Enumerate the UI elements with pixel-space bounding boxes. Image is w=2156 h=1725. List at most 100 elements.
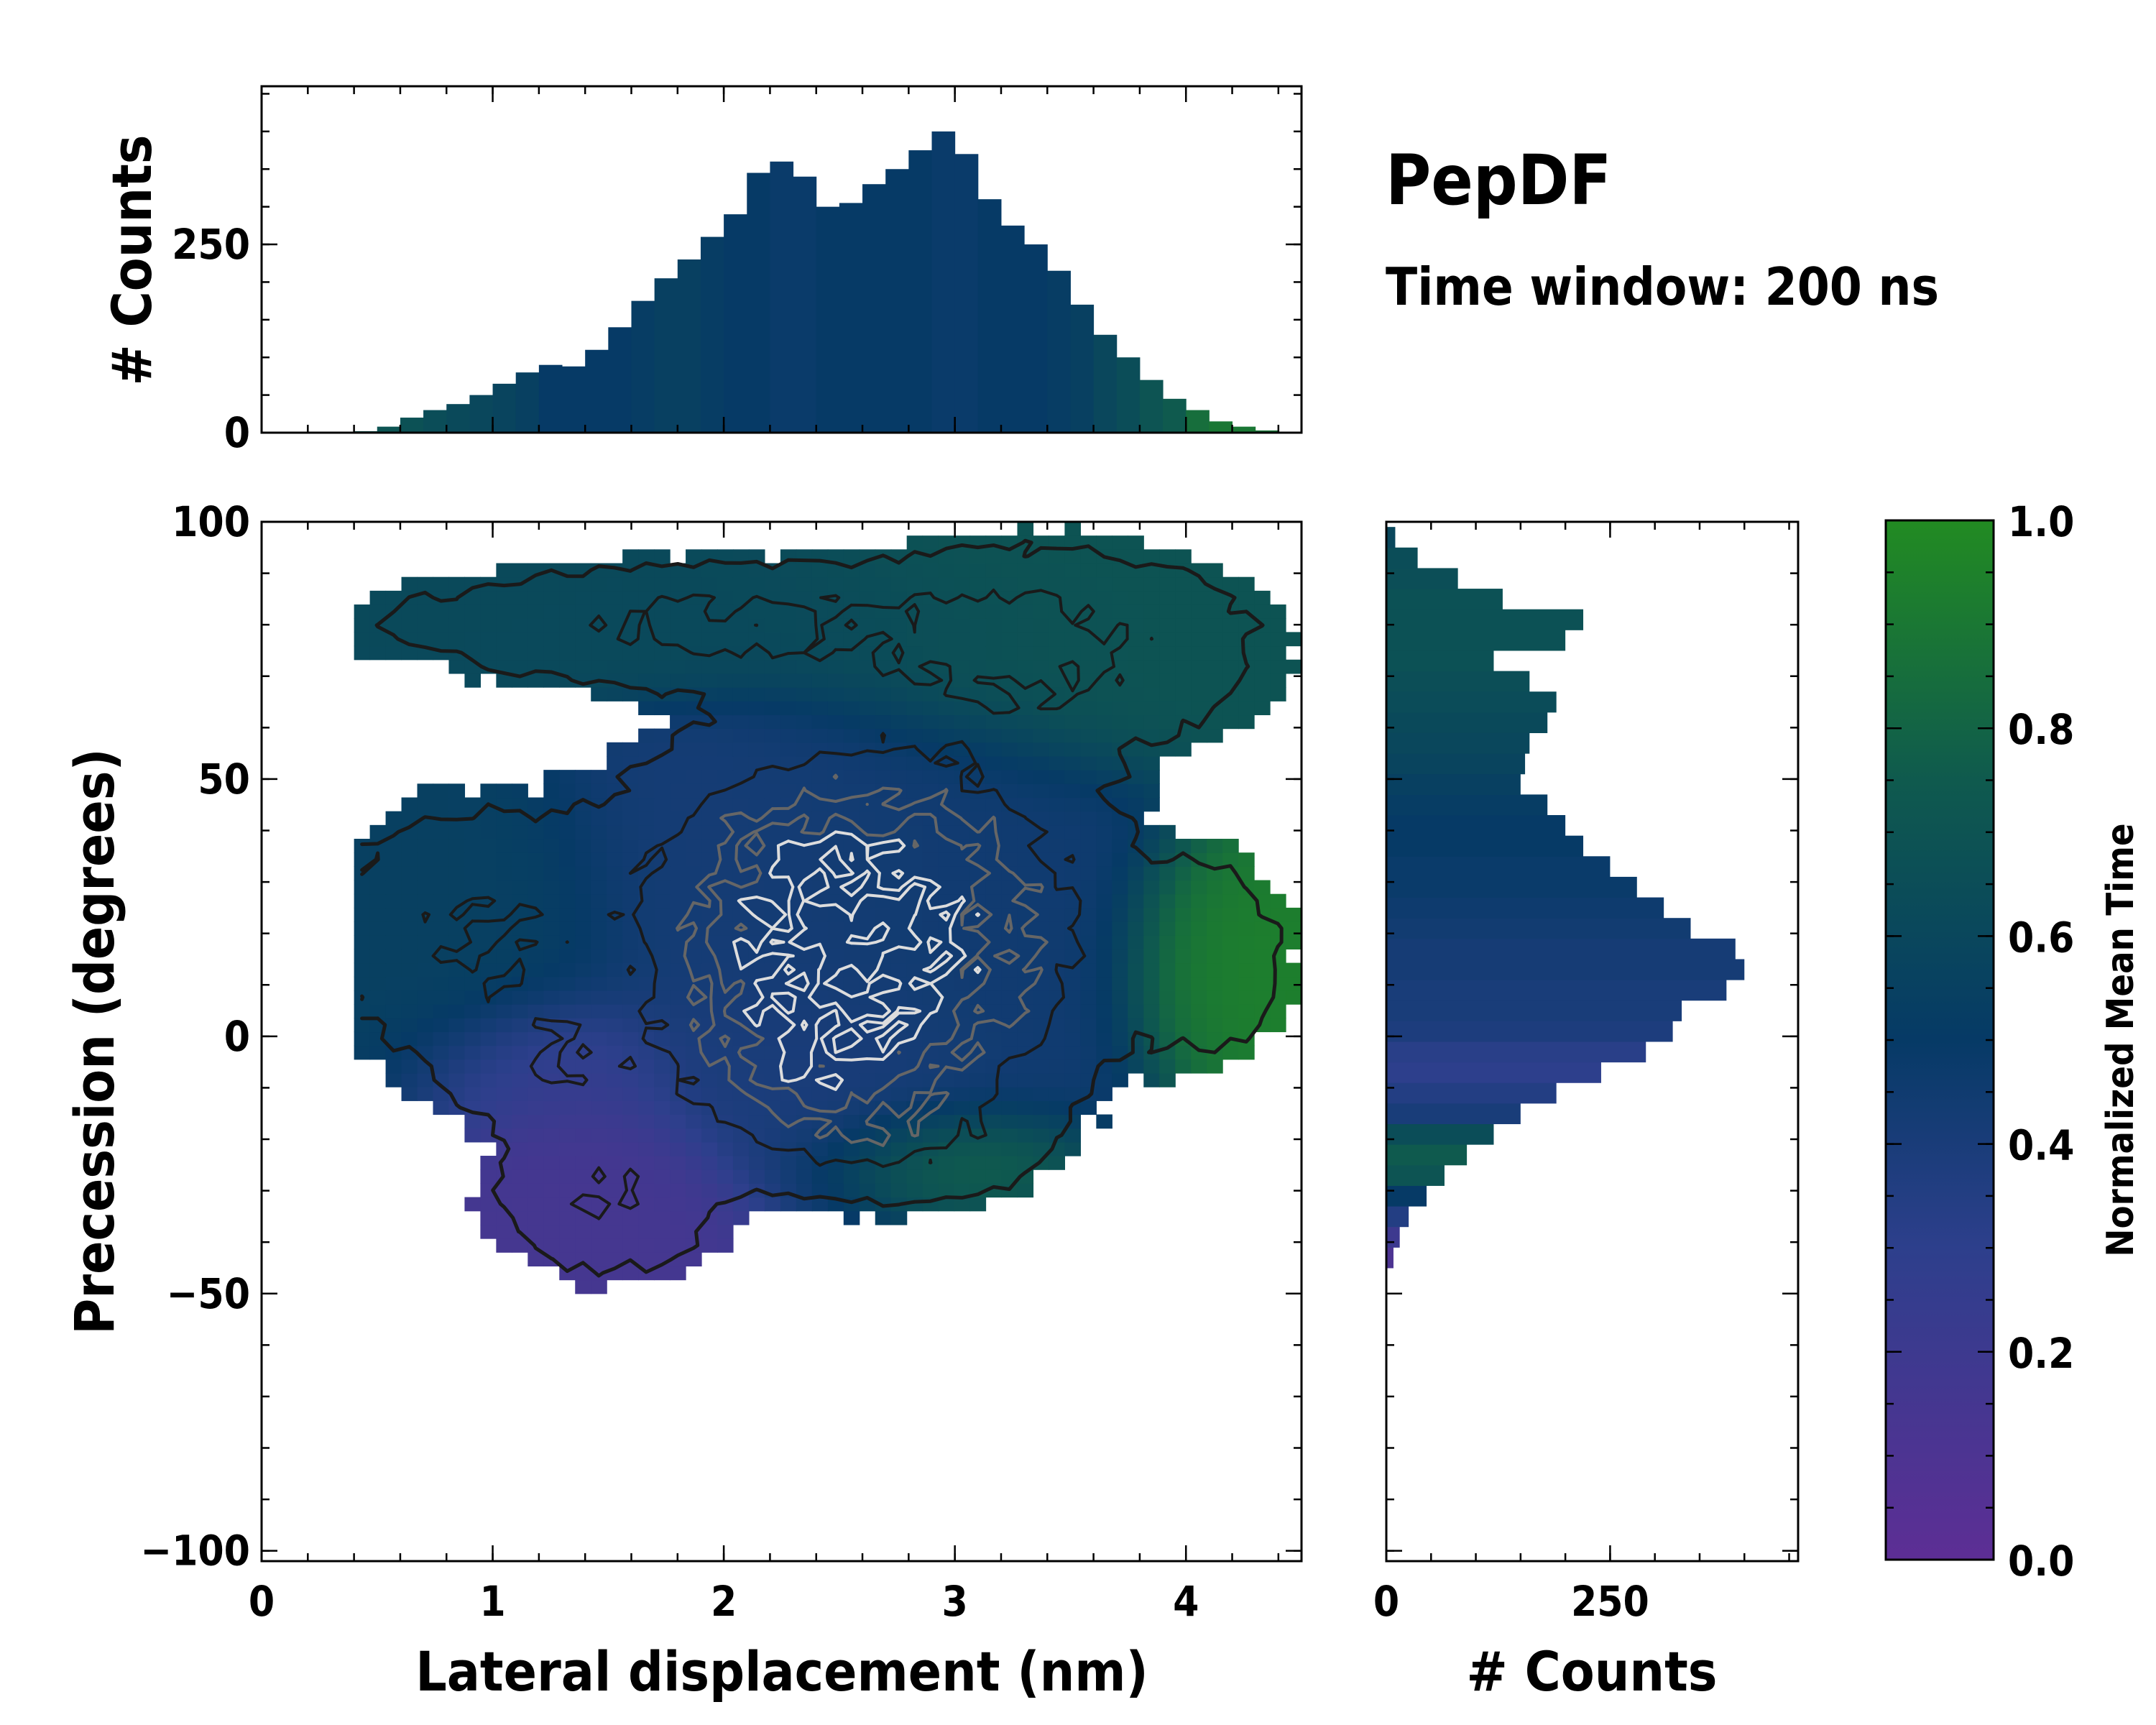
heatmap-cell: [1096, 563, 1112, 578]
heatmap-cell: [843, 714, 860, 730]
heatmap-cell: [654, 783, 671, 799]
heatmap-cell: [717, 770, 734, 784]
heatmap-cell: [780, 783, 797, 799]
heatmap-cell: [1159, 907, 1176, 922]
heatmap-cell: [686, 1059, 702, 1074]
heatmap-cell: [622, 962, 639, 978]
heatmap-cell: [448, 783, 466, 799]
colorbar-tick-label: 0.8: [2008, 705, 2074, 754]
heatmap-cell: [1017, 907, 1034, 922]
heatmap-cell: [417, 921, 434, 936]
heatmap-cell: [1238, 576, 1255, 592]
heatmap-cell: [732, 1100, 750, 1116]
heatmap-cell: [1017, 1156, 1034, 1170]
heatmap-cell: [1222, 839, 1239, 853]
heatmap-cell: [638, 1169, 655, 1184]
heatmap-cell: [559, 893, 576, 908]
heatmap-cell: [954, 1156, 971, 1170]
heatmap-cell: [543, 783, 560, 799]
heatmap-cell: [1001, 1018, 1018, 1033]
side-histogram: 0 250 # Counts: [1373, 520, 1800, 1703]
heatmap-cell: [1112, 604, 1128, 619]
heatmap-cell: [985, 907, 1003, 922]
heatmap-cell: [591, 935, 607, 950]
heatmap-cell: [464, 1114, 482, 1129]
heatmap-cell: [512, 604, 528, 619]
heatmap-cell: [1222, 880, 1239, 895]
heatmap-cell: [969, 1100, 987, 1116]
heatmap-cell: [622, 673, 639, 688]
side-histogram-bar: [1386, 1185, 1427, 1207]
heatmap-cell: [717, 590, 734, 605]
heatmap-cell: [1017, 576, 1034, 592]
heatmap-cell: [1238, 1018, 1255, 1033]
heatmap-cell: [543, 1004, 560, 1018]
heatmap-cell: [543, 839, 560, 853]
heatmap-cell: [827, 921, 844, 936]
heatmap-cell: [1017, 1087, 1034, 1101]
heatmap-cell: [433, 852, 450, 867]
top-histogram-bar: [562, 366, 586, 433]
heatmap-cell: [591, 590, 607, 605]
heatmap-cell: [575, 1224, 591, 1239]
heatmap-cell: [922, 728, 939, 743]
heatmap-cell: [701, 755, 718, 770]
heatmap-cell: [575, 1004, 591, 1018]
heatmap-cell: [811, 563, 829, 578]
heatmap-cell: [654, 1114, 671, 1129]
heatmap-cell: [811, 1183, 829, 1198]
heatmap-cell: [906, 701, 923, 716]
heatmap-cell: [433, 880, 450, 895]
heatmap-cell: [938, 1183, 955, 1198]
heatmap-cell: [575, 1100, 591, 1116]
heatmap-cell: [985, 893, 1003, 908]
heatmap-cell: [875, 563, 892, 578]
heatmap-cell: [748, 907, 765, 922]
heatmap-cell: [906, 714, 923, 730]
heatmap-cell: [1017, 742, 1034, 757]
heatmap-cell: [575, 824, 591, 840]
heatmap-cell: [512, 1114, 528, 1129]
heatmap-cell: [1270, 645, 1286, 661]
heatmap-cell: [859, 1059, 876, 1074]
heatmap-cell: [1096, 576, 1112, 592]
side-histogram-bar: [1386, 671, 1530, 692]
side-histogram-bar: [1386, 980, 1727, 1001]
heatmap-cell: [1049, 1072, 1066, 1087]
heatmap-cell: [827, 907, 844, 922]
heatmap-cell: [1096, 673, 1112, 688]
heatmap-cell: [796, 742, 813, 757]
heatmap-cell: [401, 962, 418, 978]
heatmap-cell: [748, 701, 765, 716]
heatmap-cell: [1175, 604, 1192, 619]
heatmap-cell: [1017, 522, 1034, 536]
heatmap-cell: [1270, 976, 1286, 991]
heatmap-cell: [1270, 1018, 1286, 1033]
heatmap-cell: [1033, 1141, 1050, 1156]
heatmap-cell: [369, 632, 387, 647]
top-histogram-bar: [1000, 225, 1025, 433]
heatmap-cell: [543, 673, 560, 688]
heatmap-cell: [1049, 755, 1066, 770]
heatmap-cell: [1159, 1031, 1176, 1046]
heatmap-cell: [654, 907, 671, 922]
heatmap-cell: [954, 880, 971, 895]
heatmap-cell: [480, 1183, 497, 1198]
heatmap-cell: [512, 1100, 528, 1116]
heatmap-cell: [543, 618, 560, 632]
heatmap-cell: [575, 590, 591, 605]
heatmap-cell: [638, 728, 655, 743]
heatmap-cell: [528, 824, 544, 840]
heatmap-cell: [890, 576, 908, 592]
side-histogram-bar: [1386, 691, 1557, 713]
heatmap-cell: [732, 1087, 750, 1101]
heatmap-cell: [1207, 604, 1223, 619]
heatmap-cell: [1033, 783, 1050, 799]
heatmap-cell: [1001, 990, 1018, 1005]
heatmap-cell: [1096, 742, 1112, 757]
heatmap-cell: [1033, 839, 1050, 853]
side-histogram-bar: [1386, 1226, 1400, 1248]
heatmap-cell: [796, 1197, 813, 1212]
heatmap-cell: [528, 811, 544, 826]
heatmap-cell: [906, 949, 923, 964]
